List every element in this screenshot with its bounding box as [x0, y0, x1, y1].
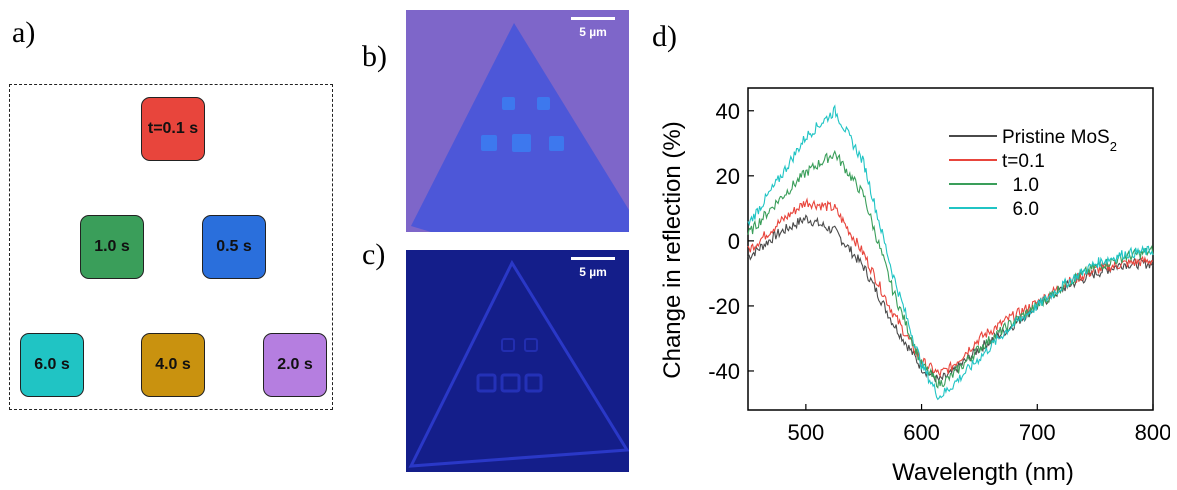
series-line — [747, 197, 1154, 378]
legend-label: 1.0 — [1002, 175, 1039, 196]
irradiated-spot — [481, 135, 497, 151]
series-line — [747, 214, 1154, 383]
dose-square-0.1s: t=0.1 s — [141, 97, 205, 161]
y-axis-label: Change in reflection (%) — [659, 121, 686, 378]
flake-edge — [408, 259, 629, 468]
irradiated-spot — [537, 97, 550, 110]
dose-square-2.0s: 2.0 s — [263, 333, 327, 397]
optical-micrograph: 5 µm — [406, 10, 629, 232]
y-tick-label: 0 — [728, 229, 740, 254]
dose-schematic: t=0.1 s 1.0 s 0.5 s 6.0 s 4.0 s 2.0 s — [9, 84, 333, 410]
panel-label-a: a) — [12, 16, 36, 49]
dose-square-4.0s: 4.0 s — [141, 333, 205, 397]
legend-label: Pristine MoS2 — [1002, 127, 1117, 154]
irradiated-spot — [501, 338, 515, 352]
micrograph-background — [406, 250, 629, 472]
panel-label-d: d) — [652, 20, 677, 53]
x-tick-label: 500 — [787, 420, 824, 445]
irradiated-spot — [549, 136, 564, 151]
irradiated-spot — [476, 373, 497, 393]
legend-label: t=0.1 — [1002, 151, 1045, 172]
dose-label: 1.0 s — [94, 238, 130, 255]
series-line — [747, 104, 1154, 401]
irradiated-spot — [512, 134, 531, 152]
irradiated-spot — [524, 373, 543, 393]
irradiated-spot — [502, 97, 515, 110]
y-tick-label: 40 — [716, 99, 740, 124]
scale-bar — [571, 257, 615, 260]
legend-label: 6.0 — [1002, 199, 1039, 220]
dose-label: 4.0 s — [155, 356, 191, 373]
panel-label-c: c) — [362, 238, 386, 271]
dose-label: t=0.1 s — [147, 120, 199, 137]
dose-square-0.5s: 0.5 s — [202, 215, 266, 279]
mos2-flake — [411, 23, 629, 232]
fluorescence-micrograph: 5 µm — [406, 250, 629, 472]
panel-label-b: b) — [362, 40, 387, 73]
plot-frame — [747, 87, 1154, 411]
x-tick-label: 700 — [1019, 420, 1056, 445]
dose-square-6.0s: 6.0 s — [20, 333, 84, 397]
series-line — [747, 149, 1154, 389]
x-tick-label: 800 — [1135, 420, 1170, 445]
y-tick-label: -20 — [708, 294, 740, 319]
dose-label: 2.0 s — [277, 356, 313, 373]
y-tick-label: -40 — [708, 359, 740, 384]
dose-square-1.0s: 1.0 s — [80, 215, 144, 279]
scale-bar-label: 5 µm — [579, 265, 607, 279]
reflection-chart: 500 600 700 800 40 20 0 -20 -40 Pristine MoS2t=0.… — [659, 87, 1170, 485]
irradiated-spot — [524, 338, 538, 352]
x-axis-label: Wavelength (nm) — [892, 459, 1074, 485]
x-tick-label: 600 — [903, 420, 940, 445]
dose-label: 0.5 s — [216, 238, 252, 255]
scale-bar — [571, 17, 615, 20]
dose-label: 6.0 s — [34, 356, 70, 373]
irradiated-spot — [500, 373, 521, 393]
scale-bar-label: 5 µm — [579, 25, 607, 39]
y-tick-label: 20 — [716, 164, 740, 189]
